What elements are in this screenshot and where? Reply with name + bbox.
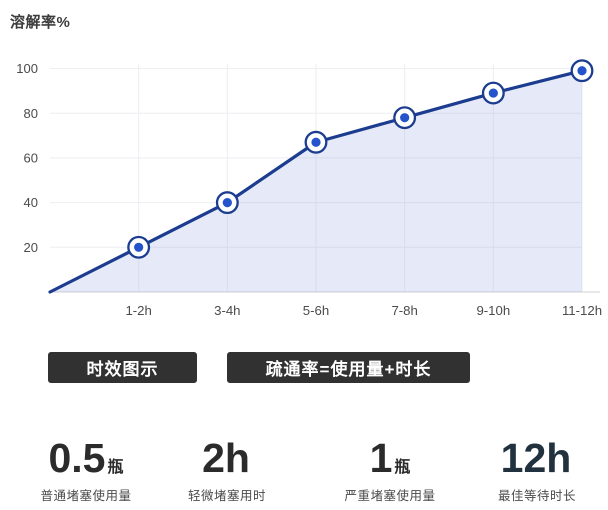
stat-value: 0.5 瓶 [1,438,171,479]
x-tick-label: 9-10h [476,303,510,318]
stat-caption: 轻微堵塞用时 [187,489,266,503]
x-tick-label: 1-2h [125,303,151,318]
data-point-marker [481,81,505,105]
stat-number: 2h [202,435,250,481]
marker-dot [400,113,410,123]
y-tick-label: 80 [24,106,38,121]
badge-time-effect-legend: 时效图示 [48,352,197,383]
marker-dot [577,66,587,76]
stat-normal-clog-dosage: 0.5 瓶 普通堵塞使用量 [1,438,171,504]
stat-mild-clog-time: 2h 轻微堵塞用时 [142,438,312,504]
y-tick-label: 100 [16,61,38,76]
badge-unclog-rate-formula: 疏通率=使用量+时长 [227,352,470,383]
stat-unit: 瓶 [394,459,411,476]
x-tick-label: 7-8h [391,303,417,318]
marker-dot [222,198,232,208]
y-tick-label: 60 [24,151,38,166]
gridlines [50,64,583,292]
chart-title: 溶解率% [10,14,71,31]
badges-row: 时效图示 疏通率=使用量+时长 [0,352,608,383]
stat-number: 1 [369,435,393,481]
dissolution-rate-area-chart: 20 40 60 80 100 1-2h 3-4h 5-6h 7-8h 9-10h 11-12h [16,59,602,318]
data-point-markers [127,59,594,259]
marker-dot [134,242,144,252]
data-point-marker [304,130,328,154]
marker-dot [311,137,321,147]
stat-value: 12h [452,438,608,479]
marker-dot [488,88,498,98]
stat-number: 12h [500,435,572,481]
stat-caption: 严重堵塞使用量 [344,489,436,503]
y-tick-label: 40 [24,195,38,210]
data-point-marker [393,106,417,130]
x-tick-label: 3-4h [214,303,240,318]
stat-number: 0.5 [48,435,106,481]
x-tick-label: 5-6h [303,303,329,318]
stat-unit: 瓶 [107,459,124,476]
stat-best-wait-time: 12h 最佳等待时长 [452,438,608,504]
data-point-marker [570,59,594,83]
x-tick-label: 11-12h [562,303,602,318]
stat-caption: 最佳等待时长 [497,489,576,503]
y-tick-label: 20 [24,240,38,255]
data-point-marker [215,191,239,215]
series-area-fill [50,70,582,292]
stat-caption: 普通堵塞使用量 [40,489,132,503]
data-point-marker [127,235,151,259]
stat-value: 2h [142,438,312,479]
y-axis-tick-labels: 20 40 60 80 100 [16,61,38,255]
x-axis-tick-labels: 1-2h 3-4h 5-6h 7-8h 9-10h 11-12h [125,303,602,318]
